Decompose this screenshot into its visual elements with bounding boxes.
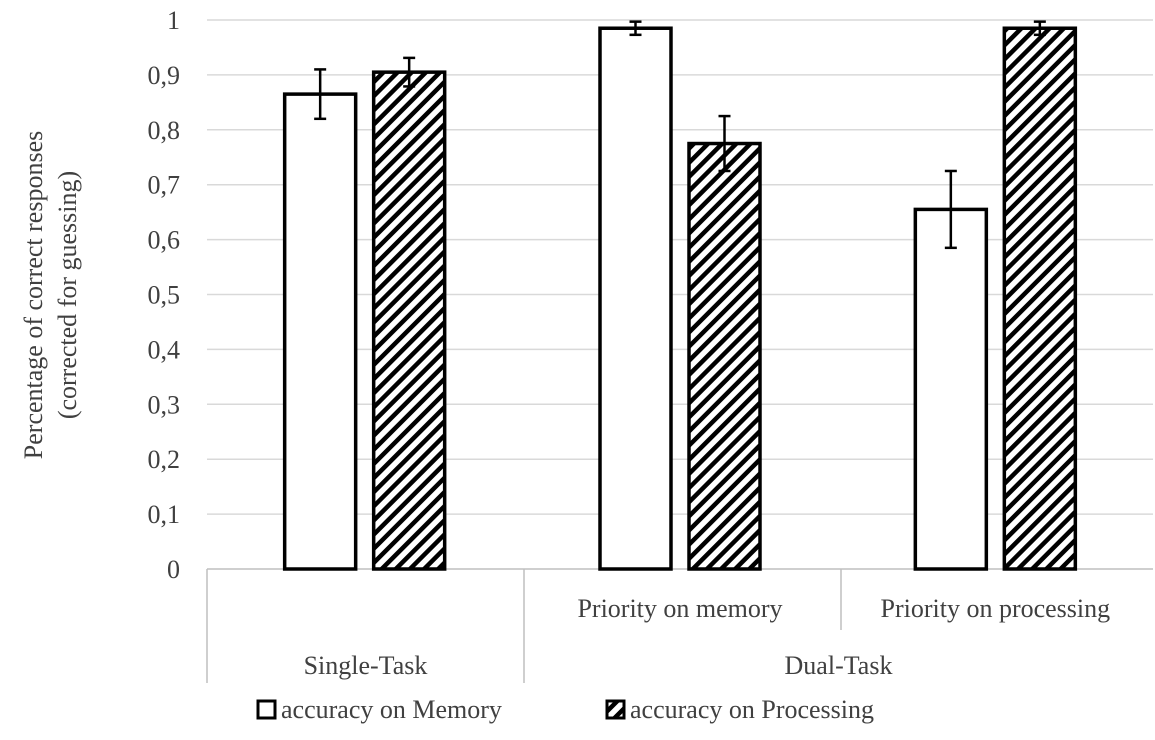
legend-label: accuracy on Processing	[630, 695, 874, 724]
y-tick-label: 0,7	[148, 171, 181, 200]
y-tick-label: 0,3	[148, 390, 181, 419]
bar	[371, 70, 447, 571]
y-tick-label: 0,1	[148, 500, 181, 529]
legend: accuracy on Memory accuracy on Processing	[256, 695, 874, 724]
error-bars	[314, 20, 1046, 250]
labels: 0 0,1 0,2 0,3 0,4 0,5 0,6 0,7 0,8 0,9 1 Priority on…	[19, 6, 1110, 680]
bars	[282, 26, 1078, 571]
bar	[598, 26, 673, 571]
legend-swatch	[605, 699, 626, 720]
bar	[913, 207, 989, 571]
y-tick-label: 1	[167, 6, 180, 35]
category-label: Priority on processing	[881, 594, 1111, 623]
y-axis-title: (corrected for guessing)	[53, 171, 82, 419]
y-tick-label: 0	[167, 555, 180, 584]
bar	[282, 92, 358, 571]
y-tick-label: 0,6	[148, 226, 181, 255]
legend-swatch	[256, 699, 277, 720]
axes	[206, 568, 1153, 683]
y-tick-label: 0,5	[148, 281, 181, 310]
y-tick-label: 0,4	[148, 335, 181, 364]
category-label: Priority on memory	[577, 594, 782, 623]
y-tick-label: 0,9	[148, 61, 181, 90]
bar	[687, 141, 762, 571]
gridlines	[207, 19, 1153, 515]
legend-label: accuracy on Memory	[281, 695, 502, 724]
bar	[1002, 26, 1078, 571]
y-axis-title: Percentage of correct responses	[19, 131, 48, 459]
y-tick-label: 0,2	[148, 445, 181, 474]
y-tick-label: 0,8	[148, 116, 181, 145]
group-label: Single-Task	[304, 651, 428, 680]
group-label: Dual-Task	[785, 651, 893, 680]
